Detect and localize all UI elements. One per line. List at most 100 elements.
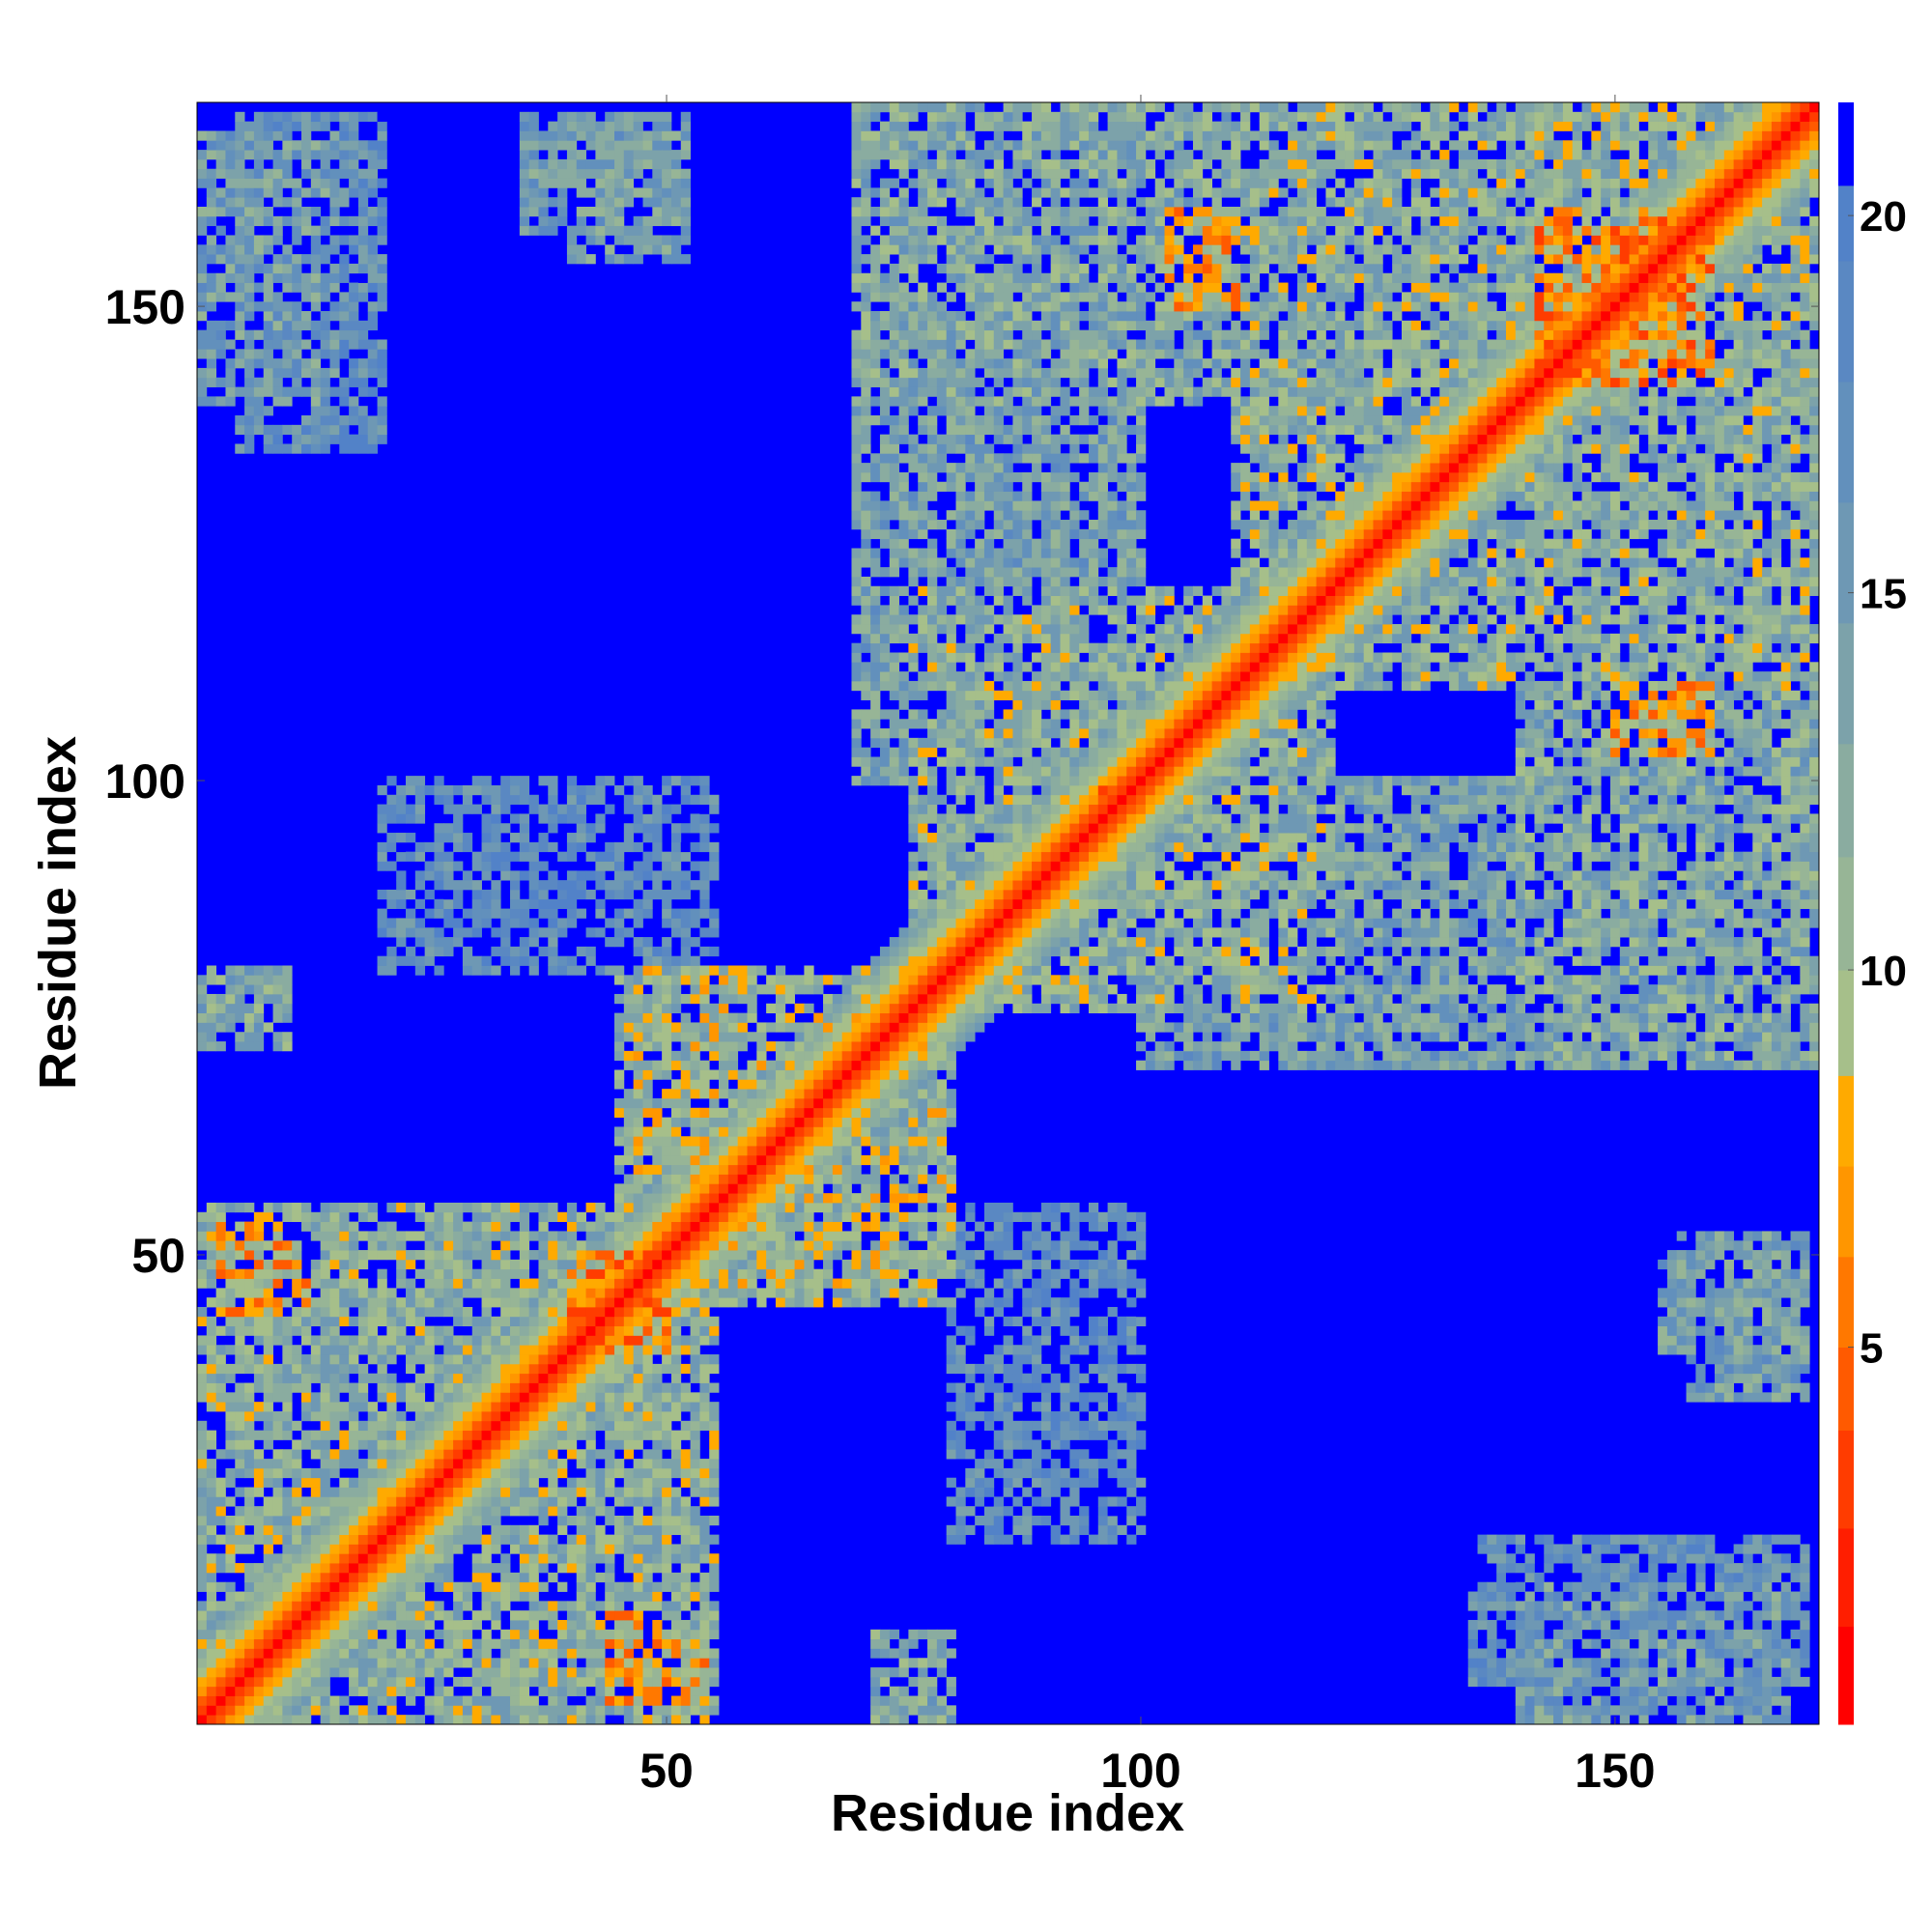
heatmap-cell: [633, 1288, 643, 1298]
heatmap-cell: [566, 813, 578, 824]
heatmap-cell: [349, 1601, 359, 1611]
heatmap-cell: [292, 282, 302, 293]
heatmap-cell: [443, 1335, 454, 1346]
heatmap-cell: [642, 187, 653, 198]
heatmap-cell: [197, 272, 208, 283]
heatmap-cell: [367, 1534, 378, 1545]
heatmap-cell: [339, 1430, 350, 1440]
heatmap-cell: [879, 1667, 891, 1678]
heatmap-cell: [670, 1146, 682, 1156]
heatmap-cell: [263, 984, 273, 995]
heatmap-cell: [614, 1658, 625, 1668]
heatmap-cell: [386, 1202, 397, 1213]
heatmap-cell: [727, 1041, 739, 1052]
heatmap-cell: [756, 1126, 767, 1137]
heatmap-cell: [823, 1164, 834, 1175]
heatmap-cell: [357, 1524, 369, 1536]
heatmap-cell: [510, 1373, 521, 1383]
heatmap-cell: [320, 111, 330, 123]
heatmap-cell: [481, 1648, 492, 1659]
heatmap-cell: [377, 1316, 387, 1327]
heatmap-cell: [699, 1658, 710, 1668]
heatmap-cell: [310, 168, 322, 179]
heatmap-cell: [747, 1126, 757, 1137]
heatmap-cell: [690, 975, 700, 985]
heatmap-cell: [510, 1439, 521, 1450]
heatmap-cell: [471, 1572, 482, 1583]
heatmap-cell: [377, 1544, 387, 1554]
heatmap-cell: [633, 1325, 643, 1336]
heatmap-cell: [339, 311, 350, 322]
heatmap-cell: [424, 1297, 435, 1308]
heatmap-cell: [652, 833, 663, 843]
heatmap-cell: [329, 1392, 340, 1403]
heatmap-cell: [197, 1335, 208, 1346]
heatmap-cell: [633, 946, 643, 957]
heatmap-cell: [377, 927, 387, 938]
heatmap-cell: [576, 1363, 586, 1375]
heatmap-cell: [481, 1410, 492, 1422]
heatmap-cell: [339, 1288, 350, 1298]
heatmap-cell: [680, 927, 691, 938]
heatmap-cell: [719, 1288, 729, 1298]
heatmap-cell: [528, 880, 539, 891]
heatmap-cell: [756, 1050, 767, 1062]
heatmap-cell: [633, 1022, 643, 1033]
heatmap-cell: [349, 1363, 359, 1375]
heatmap-cell: [737, 1154, 748, 1166]
heatmap-cell: [225, 377, 236, 387]
heatmap-cell: [272, 329, 283, 340]
heatmap-cell: [443, 1430, 454, 1440]
heatmap-cell: [623, 1619, 635, 1631]
heatmap-cell: [642, 1363, 653, 1375]
heatmap-cell: [310, 1363, 322, 1375]
heatmap-cell: [605, 1705, 615, 1716]
heatmap-cell: [282, 1591, 293, 1602]
heatmap-cell: [652, 1041, 663, 1052]
heatmap-cell: [670, 187, 682, 198]
heatmap-cell: [510, 880, 521, 891]
heatmap-cell: [784, 1174, 795, 1184]
heatmap-cell: [605, 1373, 615, 1383]
heatmap-cell: [709, 1154, 720, 1166]
heatmap-cell: [197, 1506, 208, 1517]
heatmap-cell: [690, 794, 700, 805]
heatmap-cell: [662, 1306, 672, 1318]
heatmap-cell: [519, 1449, 530, 1460]
heatmap-cell: [197, 1211, 208, 1223]
heatmap-cell: [263, 1667, 273, 1678]
heatmap-cell: [623, 111, 635, 123]
heatmap-cell: [282, 1467, 293, 1479]
heatmap-cell: [263, 1581, 273, 1592]
heatmap-cell: [434, 833, 444, 843]
heatmap-cell: [614, 1410, 625, 1422]
heatmap-cell: [823, 1221, 834, 1232]
heatmap-cell: [699, 1572, 710, 1583]
heatmap-cell: [614, 937, 625, 948]
heatmap-cell: [861, 207, 871, 217]
heatmap-cell: [253, 415, 265, 426]
heatmap-cell: [737, 965, 748, 976]
heatmap-cell: [424, 1402, 435, 1412]
heatmap-cell: [642, 1695, 653, 1706]
heatmap-cell: [652, 1164, 663, 1175]
heatmap-cell: [566, 908, 578, 919]
heatmap-cell: [510, 1619, 521, 1631]
heatmap-cell: [670, 1619, 682, 1631]
heatmap-cell: [244, 1288, 255, 1298]
heatmap-cell: [377, 282, 387, 293]
heatmap-cell: [576, 1705, 586, 1716]
heatmap-cell: [841, 1297, 852, 1308]
heatmap-cell: [662, 130, 672, 141]
heatmap-cell: [633, 1268, 643, 1279]
heatmap-cell: [272, 1581, 283, 1592]
heatmap-cell: [292, 358, 302, 369]
heatmap-cell: [605, 1306, 615, 1318]
heatmap-cell: [670, 1676, 682, 1688]
heatmap-cell: [462, 965, 473, 976]
heatmap-cell: [528, 861, 539, 871]
heatmap-cell: [595, 1449, 606, 1460]
heatmap-cell: [775, 1183, 786, 1194]
heatmap-cell: [699, 1231, 710, 1241]
heatmap-cell: [642, 1430, 653, 1440]
